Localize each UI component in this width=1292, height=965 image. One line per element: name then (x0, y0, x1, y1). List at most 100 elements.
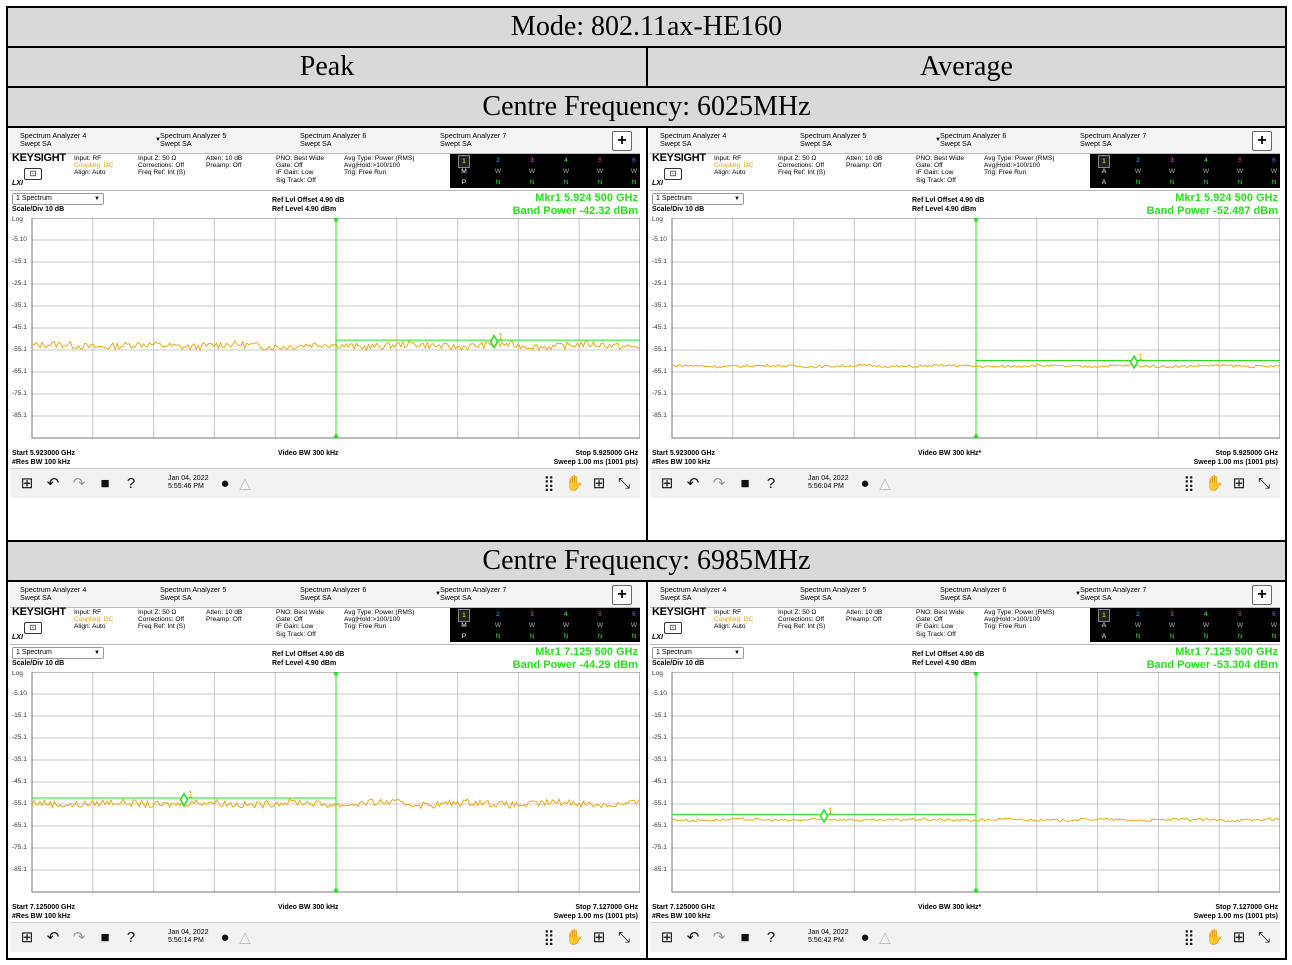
folder-icon[interactable]: ■ (100, 929, 110, 946)
touch-icon[interactable]: ✋ (1205, 475, 1224, 492)
tab-dropdown-icon[interactable]: ▼ (155, 137, 161, 143)
setting-value: IF Gain: Low (916, 623, 954, 631)
measurement-info-bar: KEYSIGHT LXI ⊡ Input: RF Coupling: DC Align: … (650, 606, 1280, 644)
windows-icon[interactable]: ⊞ (20, 475, 34, 492)
setting-group: PNO: Best Wide Gate: Off IF Gain: Low Sig T… (276, 155, 324, 184)
folder-icon[interactable]: ■ (740, 475, 750, 492)
undo-icon[interactable]: ↶ (686, 475, 700, 492)
monitor-icon[interactable]: ⊡ (664, 168, 682, 180)
trace-row: 1 2 3 4 5 6 (450, 155, 640, 168)
tab-dropdown-icon[interactable]: ▼ (1075, 591, 1081, 597)
keypad-icon[interactable]: ⣿ (1183, 475, 1195, 492)
marker-1-diamond[interactable] (489, 334, 499, 350)
redo-icon[interactable]: ↷ (712, 929, 726, 946)
analyzer-tab[interactable]: Spectrum Analyzer 4 Swept SA (20, 586, 155, 606)
message-icon[interactable]: ● (860, 475, 870, 492)
redo-icon[interactable]: ↷ (712, 475, 726, 492)
help-icon[interactable]: ? (126, 475, 136, 492)
analyzer-tab[interactable]: Spectrum Analyzer 6 Swept SA ▼ (300, 586, 441, 606)
analyzer-tab[interactable]: Spectrum Analyzer 6 Swept SA ▼ (940, 586, 1081, 606)
keypad-icon[interactable]: ⣿ (543, 929, 555, 946)
monitor-icon[interactable]: ⊡ (24, 168, 42, 180)
add-screen-button[interactable]: + (1252, 585, 1272, 605)
layout-icon[interactable]: ⊞ (592, 929, 606, 946)
fullscreen-icon[interactable]: ⤡ (617, 475, 630, 492)
message-icon[interactable]: ● (860, 929, 870, 946)
help-icon[interactable]: ? (766, 929, 776, 946)
message-icon[interactable]: ● (220, 475, 230, 492)
monitor-icon[interactable]: ⊡ (24, 622, 42, 634)
analyzer-tab[interactable]: Spectrum Analyzer 7 Swept SA (440, 132, 575, 152)
keypad-icon[interactable]: ⣿ (1183, 929, 1195, 946)
analyzer-tab-bar: Spectrum Analyzer 4 Swept SA ▼ Spectrum Ana… (10, 128, 640, 154)
windows-icon[interactable]: ⊞ (20, 929, 34, 946)
add-screen-button[interactable]: + (1252, 131, 1272, 151)
add-screen-button[interactable]: + (612, 131, 632, 151)
touch-icon[interactable]: ✋ (565, 929, 584, 946)
marker-1-diamond[interactable] (179, 792, 189, 808)
undo-icon[interactable]: ↶ (686, 929, 700, 946)
spectrum-select[interactable]: 1 Spectrum ▼ (12, 647, 104, 659)
tab-dropdown-icon[interactable]: ▼ (935, 137, 941, 143)
stop-freq-block: Stop 5.925000 GHz Sweep 1.00 ms (1001 pts… (554, 449, 638, 467)
layout-icon[interactable]: ⊞ (1232, 475, 1246, 492)
analyzer-tab[interactable]: Spectrum Analyzer 7 Swept SA (1080, 586, 1215, 606)
warning-icon[interactable]: △ (239, 929, 251, 946)
analyzer-tab[interactable]: Spectrum Analyzer 5 Swept SA ▼ (800, 132, 941, 152)
monitor-icon[interactable]: ⊡ (664, 622, 682, 634)
analyzer-tab[interactable]: Spectrum Analyzer 6 Swept SA (940, 132, 1075, 152)
analyzer-tab[interactable]: Spectrum Analyzer 7 Swept SA (440, 586, 575, 606)
tab-dropdown-icon[interactable]: ▼ (435, 591, 441, 597)
marker-1-diamond[interactable] (1129, 354, 1139, 370)
help-icon[interactable]: ? (766, 475, 776, 492)
layout-icon[interactable]: ⊞ (1232, 929, 1246, 946)
undo-icon[interactable]: ↶ (46, 929, 60, 946)
keypad-icon[interactable]: ⣿ (543, 475, 555, 492)
y-tick-label: -55.1 (12, 346, 27, 353)
setting-value: Coupling: DC (714, 616, 754, 624)
analyzer-tab[interactable]: Spectrum Analyzer 7 Swept SA (1080, 132, 1215, 152)
spectrum-plot[interactable]: 1 Log -5.10 -15.1 -25.1 -35.1 -45.1 -55.1 -65.1 -… (650, 670, 1280, 900)
spectrum-select[interactable]: 1 Spectrum ▼ (12, 193, 104, 205)
spectrum-select-label: 1 Spectrum (656, 649, 692, 656)
setting-value: Gate: Off (916, 616, 943, 624)
setting-value: Freq Ref: Int (S) (138, 169, 186, 177)
analyzer-tab[interactable]: Spectrum Analyzer 4 Swept SA (660, 132, 795, 152)
marker-1-diamond[interactable] (819, 808, 829, 824)
fullscreen-icon[interactable]: ⤡ (1257, 475, 1270, 492)
message-icon[interactable]: ● (220, 929, 230, 946)
redo-icon[interactable]: ↷ (72, 929, 86, 946)
folder-icon[interactable]: ■ (100, 475, 110, 492)
warning-icon[interactable]: △ (879, 475, 891, 492)
analyzer-tab[interactable]: Spectrum Analyzer 4 Swept SA ▼ (20, 132, 161, 152)
spectrum-plot[interactable]: 1 Log -5.10 -15.1 -25.1 -35.1 -45.1 -55.1 -65.1 -… (650, 216, 1280, 446)
spectrum-select[interactable]: 1 Spectrum ▼ (652, 193, 744, 205)
analyzer-tab[interactable]: Spectrum Analyzer 5 Swept SA (800, 586, 935, 606)
analyzer-tab[interactable]: Spectrum Analyzer 6 Swept SA (300, 132, 435, 152)
analyzer-tab[interactable]: Spectrum Analyzer 5 Swept SA (160, 586, 295, 606)
analyzer-tab[interactable]: Spectrum Analyzer 4 Swept SA (660, 586, 795, 606)
spectrum-select[interactable]: 1 Spectrum ▼ (652, 647, 744, 659)
redo-icon[interactable]: ↷ (72, 475, 86, 492)
touch-icon[interactable]: ✋ (565, 475, 584, 492)
layout-icon[interactable]: ⊞ (592, 475, 606, 492)
help-icon[interactable]: ? (126, 929, 136, 946)
warning-icon[interactable]: △ (879, 929, 891, 946)
folder-icon[interactable]: ■ (740, 929, 750, 946)
add-screen-button[interactable]: + (612, 585, 632, 605)
windows-icon[interactable]: ⊞ (660, 929, 674, 946)
windows-icon[interactable]: ⊞ (660, 475, 674, 492)
trace-cell: 2 (1136, 157, 1140, 164)
touch-icon[interactable]: ✋ (1205, 929, 1224, 946)
spectrum-plot[interactable]: 1 Log -5.10 -15.1 -25.1 -35.1 -45.1 -55.1 -65.1 -… (10, 670, 640, 900)
trace-cell: 3 (530, 611, 534, 618)
trace-cell: M (461, 622, 467, 629)
spectrum-plot[interactable]: 1 Log -5.10 -15.1 -25.1 -35.1 -45.1 -55.1 -65.1 -… (10, 216, 640, 446)
video-bw: Video BW 300 kHz* (918, 904, 982, 911)
fullscreen-icon[interactable]: ⤡ (617, 929, 630, 946)
undo-icon[interactable]: ↶ (46, 475, 60, 492)
fullscreen-icon[interactable]: ⤡ (1257, 929, 1270, 946)
measurement-info-bar: KEYSIGHT LXI ⊡ Input: RF Coupling: DC Align: … (10, 152, 640, 190)
warning-icon[interactable]: △ (239, 475, 251, 492)
analyzer-tab[interactable]: Spectrum Analyzer 5 Swept SA (160, 132, 295, 152)
